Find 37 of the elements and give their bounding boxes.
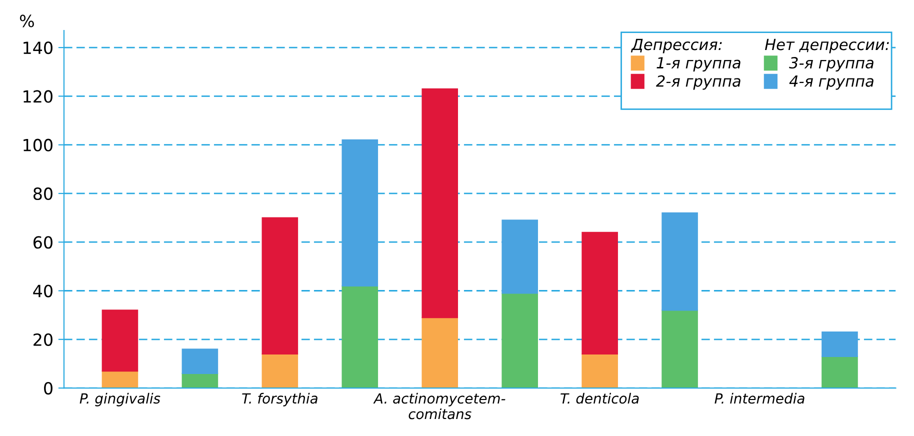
bar: [662, 310, 698, 388]
bar: [182, 348, 218, 374]
y-tick-label: 120: [24, 90, 52, 103]
bar: [342, 285, 378, 388]
y-tick-label: 0: [44, 382, 52, 395]
bar: [102, 310, 138, 372]
bar: [422, 316, 458, 388]
text: Нет депрессии:: [765, 38, 889, 54]
bar: [262, 217, 298, 355]
bar: [582, 232, 618, 355]
y-tick-label: 140: [24, 42, 52, 54]
x-tick-label: A. actinomycetem- comitans: [373, 392, 506, 420]
y-tick-label: 20: [34, 333, 52, 346]
y-tick-label: 80: [33, 187, 52, 200]
x-tick-label: P. intermedia: [714, 392, 804, 404]
x-tick-label: T. forsythia: [242, 392, 318, 406]
bar: [582, 353, 618, 388]
legend-label: 3-я группа: [789, 56, 874, 72]
y-tick-label: 40: [33, 284, 52, 298]
bar: [422, 88, 458, 318]
y-tick-label: 100: [24, 138, 52, 152]
bar: [102, 370, 138, 388]
bar: [502, 220, 538, 294]
x-tick-label: T. denticola: [560, 392, 639, 404]
legend-label: 4-я группа: [789, 75, 874, 90]
x-tick-label: P. gingivalis: [80, 392, 160, 406]
bar: [822, 332, 858, 357]
legend-label: 1-я группа: [656, 57, 740, 72]
y-tick-label: 60: [34, 236, 52, 249]
bar: [342, 139, 378, 286]
bar: [502, 292, 538, 388]
y-axis-title: %: [20, 14, 34, 28]
bar: [822, 356, 858, 388]
bar: [262, 353, 298, 388]
bar: [662, 212, 698, 311]
legend-label: 2-я группа: [656, 75, 740, 90]
text: Депрессия:: [630, 38, 722, 54]
